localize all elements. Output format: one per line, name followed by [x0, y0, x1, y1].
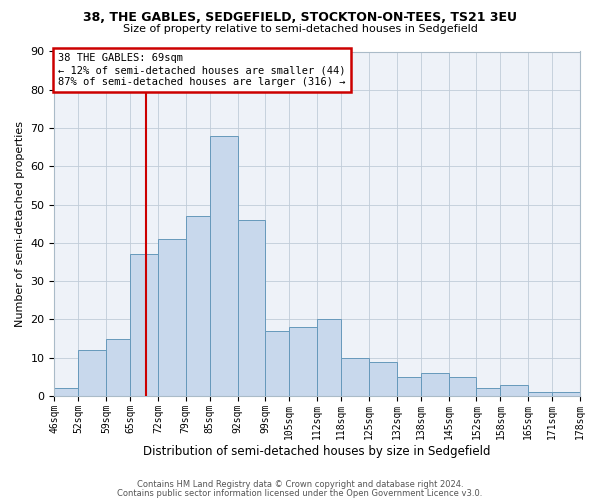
- Text: 38, THE GABLES, SEDGEFIELD, STOCKTON-ON-TEES, TS21 3EU: 38, THE GABLES, SEDGEFIELD, STOCKTON-ON-…: [83, 11, 517, 24]
- Bar: [158, 239, 186, 396]
- Text: Contains public sector information licensed under the Open Government Licence v3: Contains public sector information licen…: [118, 488, 482, 498]
- Bar: [552, 392, 580, 396]
- Bar: [55, 388, 78, 396]
- Bar: [289, 327, 317, 396]
- Bar: [130, 254, 158, 396]
- Bar: [317, 320, 341, 396]
- Bar: [209, 136, 238, 396]
- Bar: [341, 358, 369, 396]
- Bar: [476, 388, 500, 396]
- Text: Size of property relative to semi-detached houses in Sedgefield: Size of property relative to semi-detach…: [122, 24, 478, 34]
- Bar: [106, 338, 130, 396]
- X-axis label: Distribution of semi-detached houses by size in Sedgefield: Distribution of semi-detached houses by …: [143, 444, 491, 458]
- Bar: [186, 216, 209, 396]
- Bar: [369, 362, 397, 396]
- Y-axis label: Number of semi-detached properties: Number of semi-detached properties: [15, 121, 25, 327]
- Bar: [449, 377, 476, 396]
- Bar: [397, 377, 421, 396]
- Text: Contains HM Land Registry data © Crown copyright and database right 2024.: Contains HM Land Registry data © Crown c…: [137, 480, 463, 489]
- Bar: [500, 384, 528, 396]
- Bar: [265, 331, 289, 396]
- Bar: [238, 220, 265, 396]
- Text: 38 THE GABLES: 69sqm
← 12% of semi-detached houses are smaller (44)
87% of semi-: 38 THE GABLES: 69sqm ← 12% of semi-detac…: [58, 54, 346, 86]
- Bar: [528, 392, 552, 396]
- Bar: [78, 350, 106, 396]
- Bar: [421, 373, 449, 396]
